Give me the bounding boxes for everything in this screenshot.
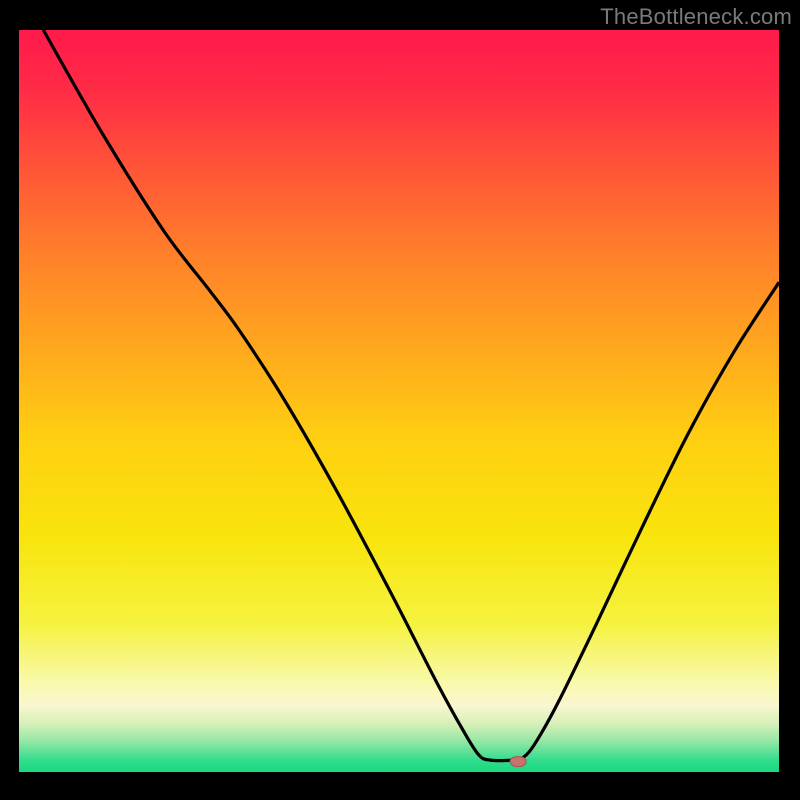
chart-container: TheBottleneck.com [0,0,800,800]
curve-layer [19,30,779,772]
optimum-marker [510,756,527,768]
watermark-text: TheBottleneck.com [600,4,792,30]
plot-area [19,30,779,772]
bottleneck-curve [43,30,779,761]
